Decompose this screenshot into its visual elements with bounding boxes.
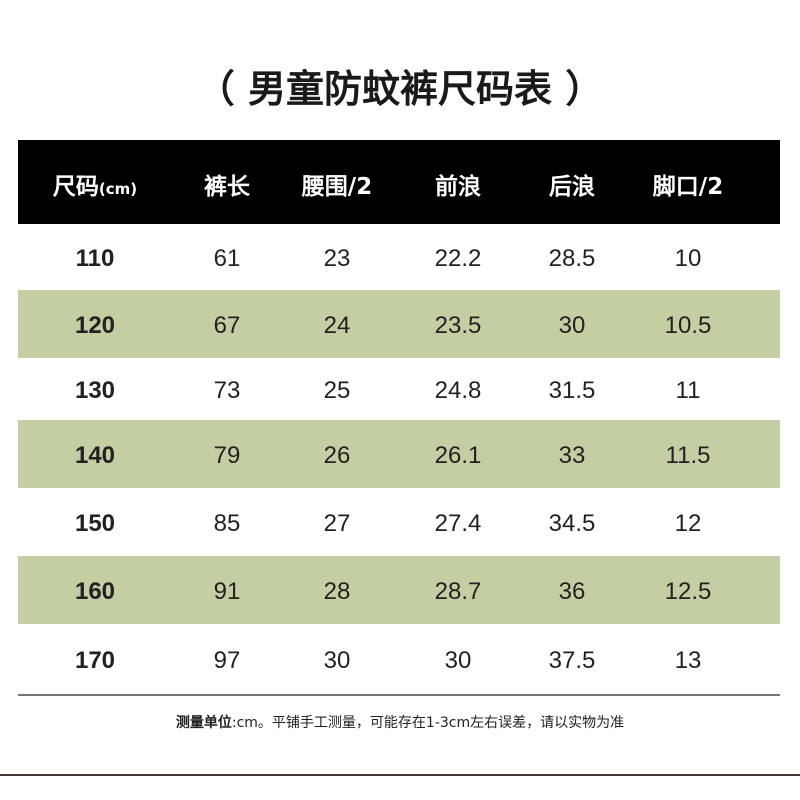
bottom-line [0, 774, 800, 776]
table-cell: 130 [74, 377, 116, 404]
table-cell: 13 [674, 647, 702, 674]
table-header [18, 140, 780, 224]
table-cell: 28.5 [548, 245, 596, 272]
header-unit: (cm) [98, 180, 138, 198]
header-cell: 裤长 [204, 174, 250, 200]
table-cell: 26.1 [434, 442, 482, 469]
table-cell: 12.5 [664, 578, 712, 605]
header-cell: 腰围/2 [301, 174, 373, 200]
table-cell: 150 [74, 510, 116, 537]
table-cell: 140 [74, 442, 116, 469]
row-background [18, 224, 780, 290]
header-cell: 脚口/2 [652, 174, 724, 200]
table-cell: 11.5 [665, 442, 711, 469]
table-cell: 27.4 [434, 510, 482, 537]
table-cell: 24 [323, 312, 351, 339]
row-background [18, 556, 780, 624]
table-cell: 85 [213, 510, 241, 537]
rule [18, 694, 780, 696]
table-cell: 33 [558, 442, 586, 469]
table-cell: 10.5 [664, 312, 712, 339]
table-cell: 10 [674, 245, 702, 272]
table-cell: 120 [74, 312, 116, 339]
table-cell: 24.8 [434, 377, 482, 404]
header-cell: 后浪 [549, 174, 595, 200]
row-background [18, 358, 780, 420]
table-cell: 28.7 [434, 578, 482, 605]
row-background [18, 290, 780, 358]
row-background [18, 420, 780, 488]
table-cell: 170 [74, 647, 116, 674]
table-cell: 23.5 [434, 312, 482, 339]
header-cell: 前浪 [435, 174, 481, 200]
table-cell: 25 [323, 377, 351, 404]
table-cell: 31.5 [548, 377, 596, 404]
table-cell: 26 [323, 442, 351, 469]
note-text: :cm。平铺手工测量，可能存在1-3cm左右误差，请以实物为准 [231, 715, 625, 731]
table-cell: 23 [323, 245, 351, 272]
table-cell: 11 [675, 377, 701, 404]
table-cell: 160 [74, 578, 116, 605]
table-cell: 30 [558, 312, 586, 339]
row-background [18, 488, 780, 556]
table-cell: 36 [558, 578, 586, 605]
table-cell: 37.5 [548, 647, 596, 674]
title: （ 男童防蚊裤尺码表 ） [196, 67, 604, 111]
table-cell: 61 [213, 245, 241, 272]
table-cell: 30 [323, 647, 351, 674]
row-background [18, 624, 780, 694]
table-cell: 97 [213, 647, 241, 674]
table-cell: 73 [213, 377, 241, 404]
table-cell: 30 [444, 647, 472, 674]
table-cell: 91 [213, 578, 241, 605]
table-cell: 67 [213, 312, 241, 339]
note: 测量单位:cm。平铺手工测量，可能存在1-3cm左右误差，请以实物为准 [0, 712, 800, 732]
note-label: 测量单位 [175, 715, 232, 731]
table-cell: 110 [75, 245, 115, 272]
table-cell: 27 [323, 510, 351, 537]
table-cell: 79 [213, 442, 241, 469]
table-cell: 28 [323, 578, 351, 605]
header-cell: 尺码(cm) [52, 174, 138, 200]
table-cell: 22.2 [434, 245, 482, 272]
table-cell: 12 [674, 510, 702, 537]
table-cell: 34.5 [548, 510, 596, 537]
